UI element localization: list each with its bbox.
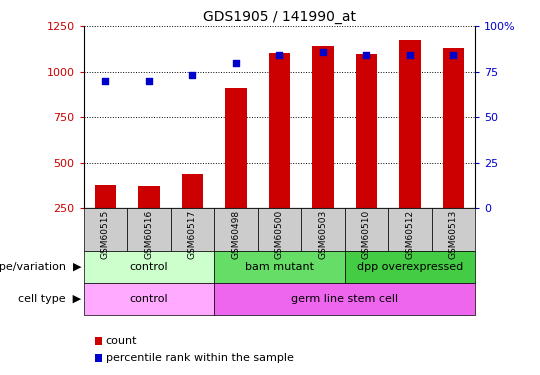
Text: germ line stem cell: germ line stem cell [291,294,399,304]
Text: GSM60500: GSM60500 [275,210,284,259]
Bar [94,185,116,208]
Bar [312,46,334,208]
Text: GSM60503: GSM60503 [319,210,327,259]
Text: cell type  ▶: cell type ▶ [18,294,81,304]
Text: genotype/variation  ▶: genotype/variation ▶ [0,262,81,272]
Point [188,72,197,78]
Point [362,53,371,58]
Point [275,53,284,58]
Bar [443,48,464,208]
Title: GDS1905 / 141990_at: GDS1905 / 141990_at [203,10,356,24]
Text: GSM60516: GSM60516 [145,210,153,259]
Bar [399,40,421,208]
Text: GSM60498: GSM60498 [232,210,240,259]
Text: bam mutant: bam mutant [245,262,314,272]
Point [449,53,458,58]
Bar [268,53,291,208]
Bar [181,174,204,208]
Point [101,78,110,84]
Bar [355,54,377,208]
Text: percentile rank within the sample: percentile rank within the sample [106,353,294,363]
Bar [138,186,160,208]
Point [406,53,414,58]
Text: count: count [106,336,137,346]
Text: GSM60513: GSM60513 [449,210,458,259]
Text: GSM60512: GSM60512 [406,210,415,259]
Point [232,60,240,66]
Bar [225,88,247,208]
Text: control: control [130,294,168,304]
Text: GSM60515: GSM60515 [101,210,110,259]
Point [319,49,327,55]
Text: dpp overexpressed: dpp overexpressed [357,262,463,272]
Text: control: control [130,262,168,272]
Point [145,78,153,84]
Text: GSM60510: GSM60510 [362,210,371,259]
Text: GSM60517: GSM60517 [188,210,197,259]
